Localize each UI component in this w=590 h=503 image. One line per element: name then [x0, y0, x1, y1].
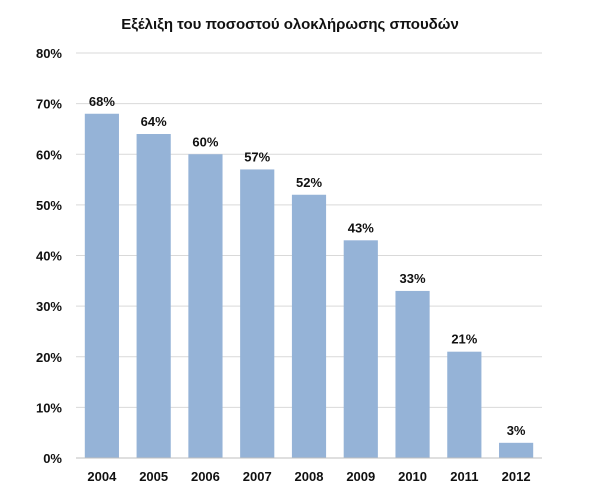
y-tick-label: 70% [36, 97, 62, 112]
x-tick-label-2012: 2012 [502, 469, 531, 484]
bars [84, 113, 534, 458]
y-tick-label: 30% [36, 299, 62, 314]
data-label-2005: 64% [141, 114, 167, 129]
bar-2004 [84, 113, 119, 458]
bar-2009 [343, 240, 378, 458]
data-label-2012: 3% [507, 423, 526, 438]
bar-2011 [447, 351, 482, 458]
y-tick-label: 40% [36, 249, 62, 264]
x-tick-label-2007: 2007 [243, 469, 272, 484]
bar-2012 [499, 442, 534, 458]
x-tick-label-2011: 2011 [450, 469, 478, 484]
bar-2007 [240, 169, 275, 458]
data-label-2004: 68% [89, 94, 115, 109]
x-tick-label-2004: 2004 [87, 469, 117, 484]
x-tick-label-2006: 2006 [191, 469, 220, 484]
y-tick-label: 60% [36, 147, 62, 162]
bar-2005 [136, 134, 171, 458]
bar-2008 [291, 194, 327, 458]
x-tick-label-2009: 2009 [346, 469, 375, 484]
x-tick-label-2005: 2005 [139, 469, 168, 484]
data-label-2006: 60% [192, 134, 218, 149]
data-labels: 68% 64% 60% 57% 52% 43% 33% 21% 3% [89, 94, 526, 438]
data-label-2011: 21% [451, 332, 477, 347]
y-tick-label: 0% [43, 451, 62, 466]
data-label-2010: 33% [400, 271, 426, 286]
bar-2010 [395, 290, 430, 458]
y-tick-label: 20% [36, 350, 62, 365]
y-tick-label: 50% [36, 198, 62, 213]
chart-title: Εξέλιξη του ποσοστού ολοκλήρωσης σπουδών [121, 16, 459, 33]
data-label-2008: 52% [296, 175, 322, 190]
y-tick-label: 10% [36, 400, 62, 415]
x-axis-tick-labels: 2004 2005 2006 2007 2008 2009 2010 2011 2012 [87, 469, 530, 484]
bar-2006 [188, 154, 223, 458]
data-label-2007: 57% [244, 149, 270, 164]
y-tick-label: 80% [36, 46, 62, 61]
y-axis-tick-labels: 0% 10% 20% 30% 40% 50% 60% 70% 80% [36, 46, 62, 466]
data-label-2009: 43% [348, 220, 374, 235]
x-tick-label-2010: 2010 [398, 469, 427, 484]
x-tick-label-2008: 2008 [295, 469, 324, 484]
